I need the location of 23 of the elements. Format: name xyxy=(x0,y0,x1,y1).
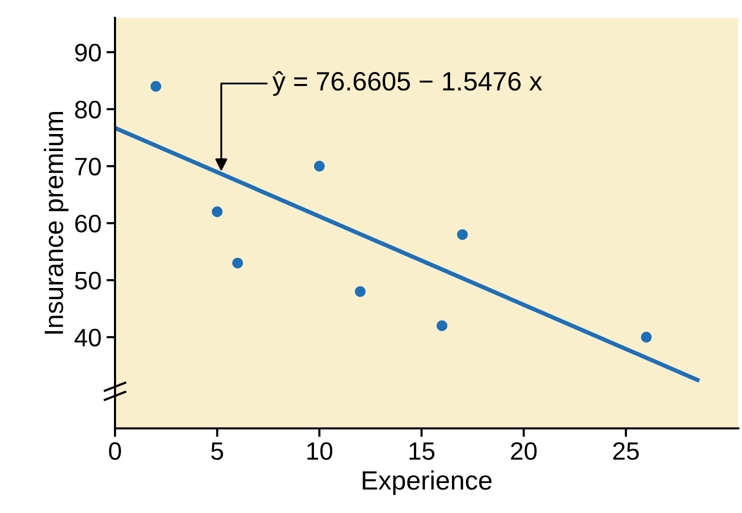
y-axis-title: Insurance premium xyxy=(44,112,68,334)
point xyxy=(232,258,243,268)
y-tick-label: 40 xyxy=(74,328,101,346)
y-tick-label: 90 xyxy=(75,44,101,62)
y-tick-label: 50 xyxy=(75,272,101,290)
point xyxy=(640,332,652,343)
point xyxy=(212,206,223,218)
point xyxy=(150,81,162,92)
x-tick-label: 10 xyxy=(307,442,332,460)
point xyxy=(314,160,325,172)
x-tick-label: 5 xyxy=(211,442,224,460)
x-tick-label: 20 xyxy=(511,442,537,460)
point xyxy=(354,286,366,297)
y-tick-label: 70 xyxy=(75,158,101,176)
annotation: ŷ = 76.6605 − 1.5476 x xyxy=(272,71,542,96)
x-tick-label: 25 xyxy=(613,442,639,460)
x-tick-label: 0 xyxy=(109,442,121,460)
point xyxy=(457,229,468,240)
x-axis-title: Experience xyxy=(362,470,492,496)
y-tick-label: 80 xyxy=(75,100,101,118)
point xyxy=(436,320,448,332)
x-tick-label: 15 xyxy=(410,442,434,460)
y-tick-label: 60 xyxy=(75,214,101,232)
